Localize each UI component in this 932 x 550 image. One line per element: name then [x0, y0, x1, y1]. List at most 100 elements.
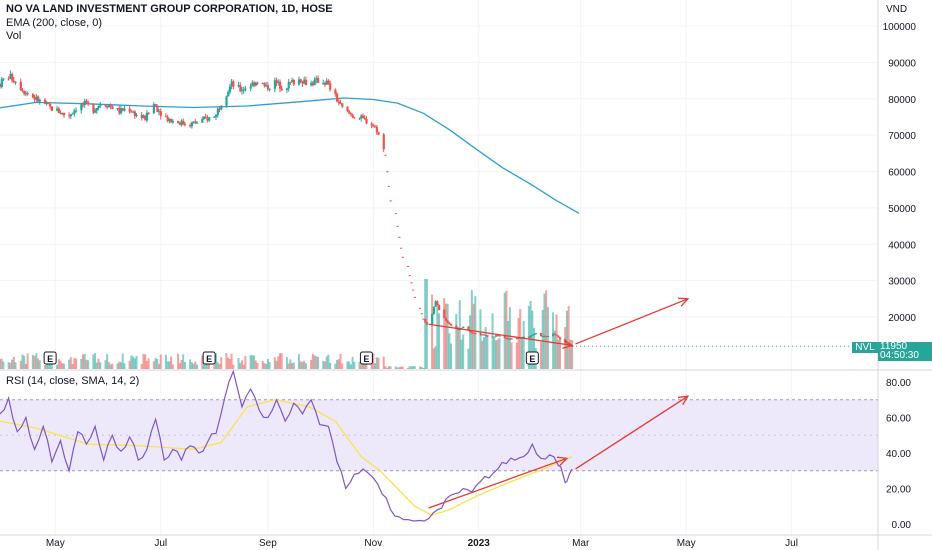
volume-bar — [546, 307, 549, 369]
candle-body — [61, 112, 64, 114]
volume-bar — [33, 356, 36, 369]
volume-bar — [216, 362, 219, 369]
volume-bar — [225, 353, 228, 369]
volume-bar — [263, 363, 266, 369]
candle-body — [384, 154, 387, 156]
candle-body — [436, 301, 439, 306]
candle-body — [353, 116, 356, 119]
candle-body — [543, 335, 546, 337]
candle-body — [292, 80, 296, 85]
candle-body — [349, 113, 353, 115]
price-tick-label: 80000 — [888, 95, 916, 106]
earnings-event-marker[interactable]: E — [359, 351, 373, 365]
volume-bar — [71, 364, 74, 369]
volume-bar — [484, 327, 487, 369]
volume-bar — [301, 361, 304, 369]
candle-body — [47, 103, 50, 105]
candle-body — [128, 108, 131, 112]
price-tick-label: 60000 — [888, 168, 916, 179]
candle-body — [81, 104, 85, 106]
candle-body — [178, 122, 181, 125]
volume-bar — [43, 364, 46, 369]
trend-arrows[interactable] — [428, 297, 690, 509]
candle-body — [35, 96, 38, 100]
volume-bar — [37, 358, 40, 369]
time-tick-label: May — [677, 538, 696, 549]
volume-bar — [479, 309, 482, 369]
candle-body — [493, 336, 496, 338]
volume-bar — [147, 358, 150, 369]
volume-bar — [493, 338, 496, 369]
candle-body — [346, 106, 349, 112]
volume-bar — [133, 358, 136, 369]
candle-body — [190, 122, 194, 127]
candle-body — [410, 282, 413, 284]
volume-bar — [374, 363, 377, 369]
volume-bar — [268, 362, 271, 369]
volume-bar — [545, 290, 548, 369]
candle-body — [531, 334, 534, 336]
arrow-shaft — [575, 298, 689, 345]
candle-body — [496, 335, 499, 337]
volume-bar — [565, 310, 568, 369]
candle-body — [470, 332, 474, 334]
earnings-event-marker[interactable]: E — [525, 351, 539, 365]
candle-body — [228, 86, 232, 92]
volume-bar — [190, 362, 193, 369]
volume-bar — [206, 360, 209, 369]
volume-bar — [145, 360, 148, 369]
volume-bar — [496, 339, 499, 369]
earnings-event-marker[interactable]: E — [43, 351, 57, 365]
time-tick-label: Sep — [259, 538, 277, 549]
volume-bar — [192, 363, 195, 369]
rsi-trend-arrow[interactable] — [575, 395, 690, 470]
candle-body — [57, 108, 60, 113]
volume-bar — [486, 334, 489, 369]
rsi-trend-arrow[interactable] — [428, 456, 569, 509]
candle-body — [145, 112, 149, 121]
candle-body — [386, 171, 389, 173]
candle-body — [251, 82, 254, 87]
price-trend-arrow[interactable] — [575, 297, 690, 345]
candle-body — [313, 79, 316, 86]
candle-body — [75, 110, 78, 112]
candle-body — [196, 122, 199, 124]
candle-body — [291, 80, 294, 83]
volume-bar — [287, 363, 290, 369]
candle-body — [336, 93, 339, 102]
volume-bar — [519, 309, 522, 369]
volume-bar — [406, 367, 409, 369]
candle-body — [33, 97, 36, 100]
candle-body — [299, 79, 302, 82]
candle-body — [154, 104, 157, 107]
volume-bar — [244, 355, 247, 369]
earnings-event-marker[interactable]: E — [202, 351, 216, 365]
candle-body — [310, 82, 313, 86]
price-trend-arrow[interactable] — [428, 323, 574, 349]
candle-body — [462, 326, 465, 328]
rsi-sma-line — [0, 399, 573, 516]
candle-body — [387, 185, 391, 187]
volume-bar — [62, 363, 65, 369]
volume-bar — [553, 330, 556, 369]
candle-body — [244, 88, 247, 90]
candle-body — [213, 116, 216, 118]
candle-body — [142, 115, 145, 119]
candle-body — [202, 116, 206, 119]
candle-body — [263, 83, 266, 86]
candle-body — [215, 114, 218, 117]
volume-bar — [372, 353, 375, 369]
volume-bar — [50, 362, 53, 369]
volume-bar — [220, 357, 223, 369]
candle-body — [424, 318, 427, 323]
candle-body — [194, 121, 197, 124]
volume-bar — [49, 363, 52, 369]
candle-body — [225, 96, 228, 106]
candle-body — [382, 134, 385, 150]
candle-body — [401, 256, 404, 258]
volume-bar — [152, 361, 155, 369]
candle-body — [59, 112, 62, 114]
candle-body — [503, 335, 506, 338]
